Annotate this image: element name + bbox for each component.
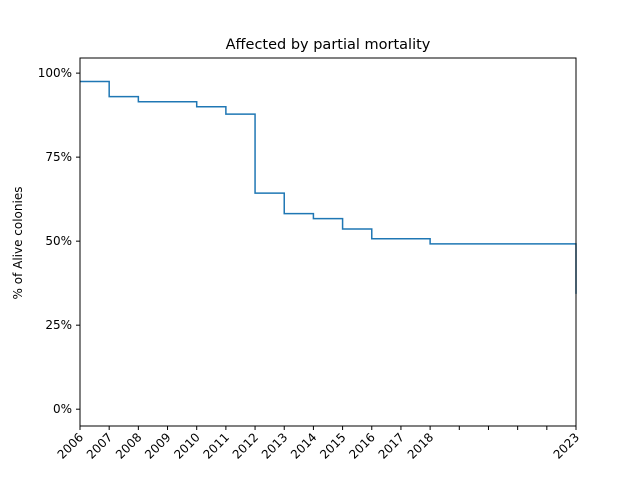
x-tick-label: 2009 (142, 430, 173, 461)
y-axis-ticks: 0% 25% 50% 75% 100% (38, 66, 80, 416)
x-tick-label: 2007 (84, 430, 115, 461)
x-tick-label: 2012 (230, 430, 261, 461)
x-tick-label: 2013 (259, 430, 290, 461)
x-tick-label: 2010 (171, 430, 202, 461)
x-tick-label: 2018 (405, 430, 436, 461)
x-tick-label: 2008 (113, 430, 144, 461)
y-tick-label: 0% (53, 402, 72, 416)
series-line (80, 80, 577, 294)
x-tick-label: 2006 (55, 430, 86, 461)
chart-title: Affected by partial mortality (226, 37, 431, 53)
x-axis-ticks: 2006200720082009201020112012201320142015… (55, 426, 582, 462)
x-tick-label: 2014 (288, 430, 319, 461)
y-tick-label: 75% (45, 150, 72, 164)
plot-series-group (80, 80, 577, 294)
x-tick-label: 2016 (346, 430, 377, 461)
y-tick-label: 50% (45, 234, 72, 248)
y-tick-label: 100% (38, 66, 72, 80)
x-tick-label: 2011 (201, 430, 232, 461)
x-tick-label: 2015 (317, 430, 348, 461)
y-tick-label: 25% (45, 318, 72, 332)
x-tick-label: 2023 (551, 430, 582, 461)
y-axis-label: % of Alive colonies (11, 187, 25, 300)
plot-area-frame (79, 57, 577, 427)
x-tick-label: 2017 (376, 430, 407, 461)
